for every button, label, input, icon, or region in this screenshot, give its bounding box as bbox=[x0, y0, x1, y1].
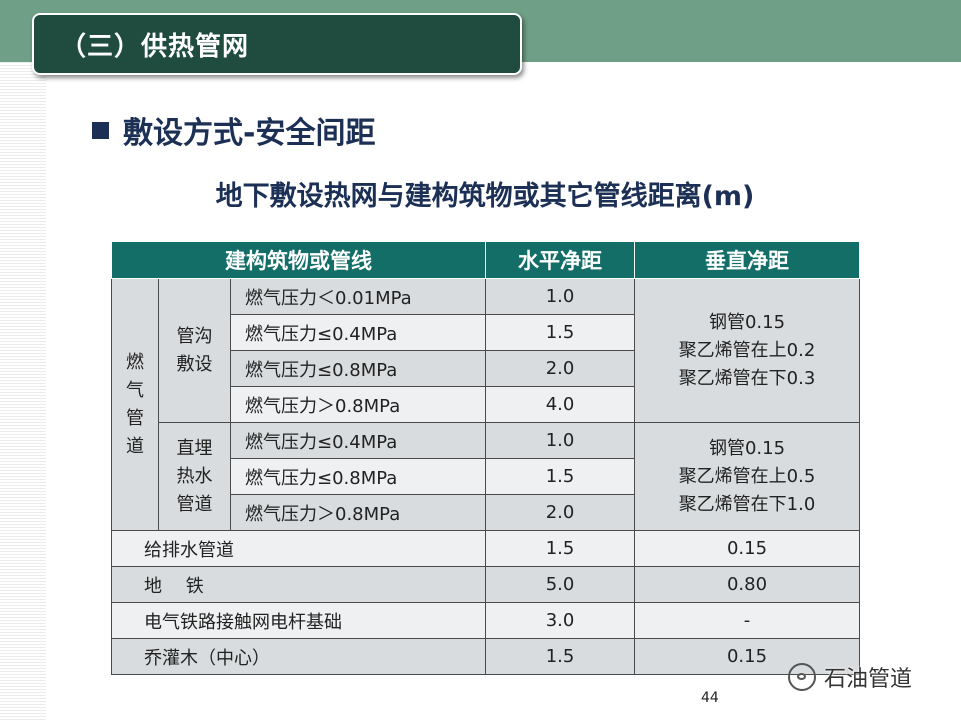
slide-title: （三）供热管网 bbox=[60, 31, 250, 62]
horizontal-cell: 1.5 bbox=[485, 314, 636, 351]
watermark: 石油管道 bbox=[788, 661, 912, 693]
table-row: 电气铁路接触网电杆基础 3.0 - bbox=[110, 602, 861, 639]
horizontal-cell: 1.5 bbox=[485, 638, 636, 675]
table-row: 燃 气 管 道 管沟 敷设 燃气压力＜0.01MPa 1.0 钢管0.15 聚乙… bbox=[111, 278, 861, 531]
table-row: 燃气压力≤0.8MPa 1.5 bbox=[112, 458, 860, 495]
header-vertical: 垂直净距 bbox=[634, 241, 861, 279]
table-row: 给排水管道 1.5 0.15 bbox=[110, 530, 861, 567]
square-bullet-icon bbox=[92, 121, 109, 139]
table-caption: 地下敷设热网与建构筑物或其它管线距离(m) bbox=[215, 181, 755, 212]
vertical-cell: 0.15 bbox=[634, 530, 861, 567]
item-cell: 燃气压力≤0.8MPa bbox=[229, 458, 487, 495]
header-horizontal: 水平净距 bbox=[485, 241, 636, 279]
item-cell: 燃气压力≤0.4MPa bbox=[229, 422, 487, 459]
distance-table: 建构筑物或管线 水平净距 垂直净距 燃 气 管 道 管沟 敷设 燃气压力＜0.0… bbox=[110, 241, 861, 675]
horizontal-cell: 2.0 bbox=[485, 350, 636, 387]
page-number: 44 bbox=[701, 690, 719, 706]
vertical-cell: 0.80 bbox=[634, 566, 861, 603]
gas-group-label: 燃 气 管 道 bbox=[111, 278, 159, 531]
table-row: 燃气压力＞0.8MPa 2.0 bbox=[112, 494, 860, 531]
trench-label: 管沟 敷设 bbox=[158, 278, 231, 423]
direct-buried-label: 直埋 热水 管道 bbox=[158, 422, 231, 531]
table-header-row: 建构筑物或管线 水平净距 垂直净距 bbox=[110, 241, 861, 279]
vertical-cell: 钢管0.15 聚乙烯管在上0.2 聚乙烯管在下0.3 bbox=[634, 278, 861, 423]
watermark-text: 石油管道 bbox=[824, 667, 913, 692]
item-cell: 电气铁路接触网电杆基础 bbox=[110, 602, 487, 639]
item-cell: 乔灌木（中心） bbox=[110, 638, 487, 675]
table-row: 燃气压力≤0.8MPa 2.0 bbox=[112, 350, 860, 387]
section-heading: 敷设方式-安全间距 bbox=[92, 108, 375, 152]
heading-text: 敷设方式-安全间距 bbox=[123, 116, 376, 151]
horizontal-cell: 4.0 bbox=[485, 386, 636, 423]
item-cell: 燃气压力≤0.4MPa bbox=[229, 314, 487, 351]
item-cell: 燃气压力＞0.8MPa bbox=[229, 386, 487, 423]
horizontal-cell: 1.0 bbox=[485, 278, 636, 315]
vertical-cell: 钢管0.15 聚乙烯管在上0.5 聚乙烯管在下1.0 bbox=[634, 422, 861, 531]
item-cell: 地 铁 bbox=[110, 566, 487, 603]
item-cell: 燃气压力≤0.8MPa bbox=[229, 350, 487, 387]
decorative-stripes bbox=[0, 62, 46, 721]
horizontal-cell: 2.0 bbox=[485, 494, 636, 531]
table-row: 直埋 热水 管道 燃气压力≤0.4MPa 1.0 钢管0.15 聚乙烯管在上0.… bbox=[112, 422, 861, 531]
vertical-cell: 0.15 bbox=[634, 638, 861, 675]
horizontal-cell: 1.5 bbox=[485, 530, 636, 567]
item-cell: 燃气压力＞0.8MPa bbox=[229, 494, 487, 531]
item-cell: 给排水管道 bbox=[110, 530, 487, 567]
wechat-logo-icon bbox=[788, 663, 816, 691]
title-box: （三）供热管网 bbox=[32, 13, 522, 75]
horizontal-cell: 1.5 bbox=[485, 458, 636, 495]
table-row: 地 铁 5.0 0.80 bbox=[110, 566, 861, 603]
table-row: 燃气压力＞0.8MPa 4.0 bbox=[112, 386, 860, 423]
header-structure: 建构筑物或管线 bbox=[110, 241, 487, 279]
horizontal-cell: 5.0 bbox=[485, 566, 636, 603]
horizontal-cell: 1.0 bbox=[485, 422, 636, 459]
vertical-cell: - bbox=[634, 602, 861, 639]
table-row: 燃气压力≤0.4MPa 1.5 bbox=[112, 314, 860, 351]
table-row: 乔灌木（中心） 1.5 0.15 bbox=[110, 638, 861, 675]
horizontal-cell: 3.0 bbox=[485, 602, 636, 639]
item-cell: 燃气压力＜0.01MPa bbox=[229, 278, 487, 315]
